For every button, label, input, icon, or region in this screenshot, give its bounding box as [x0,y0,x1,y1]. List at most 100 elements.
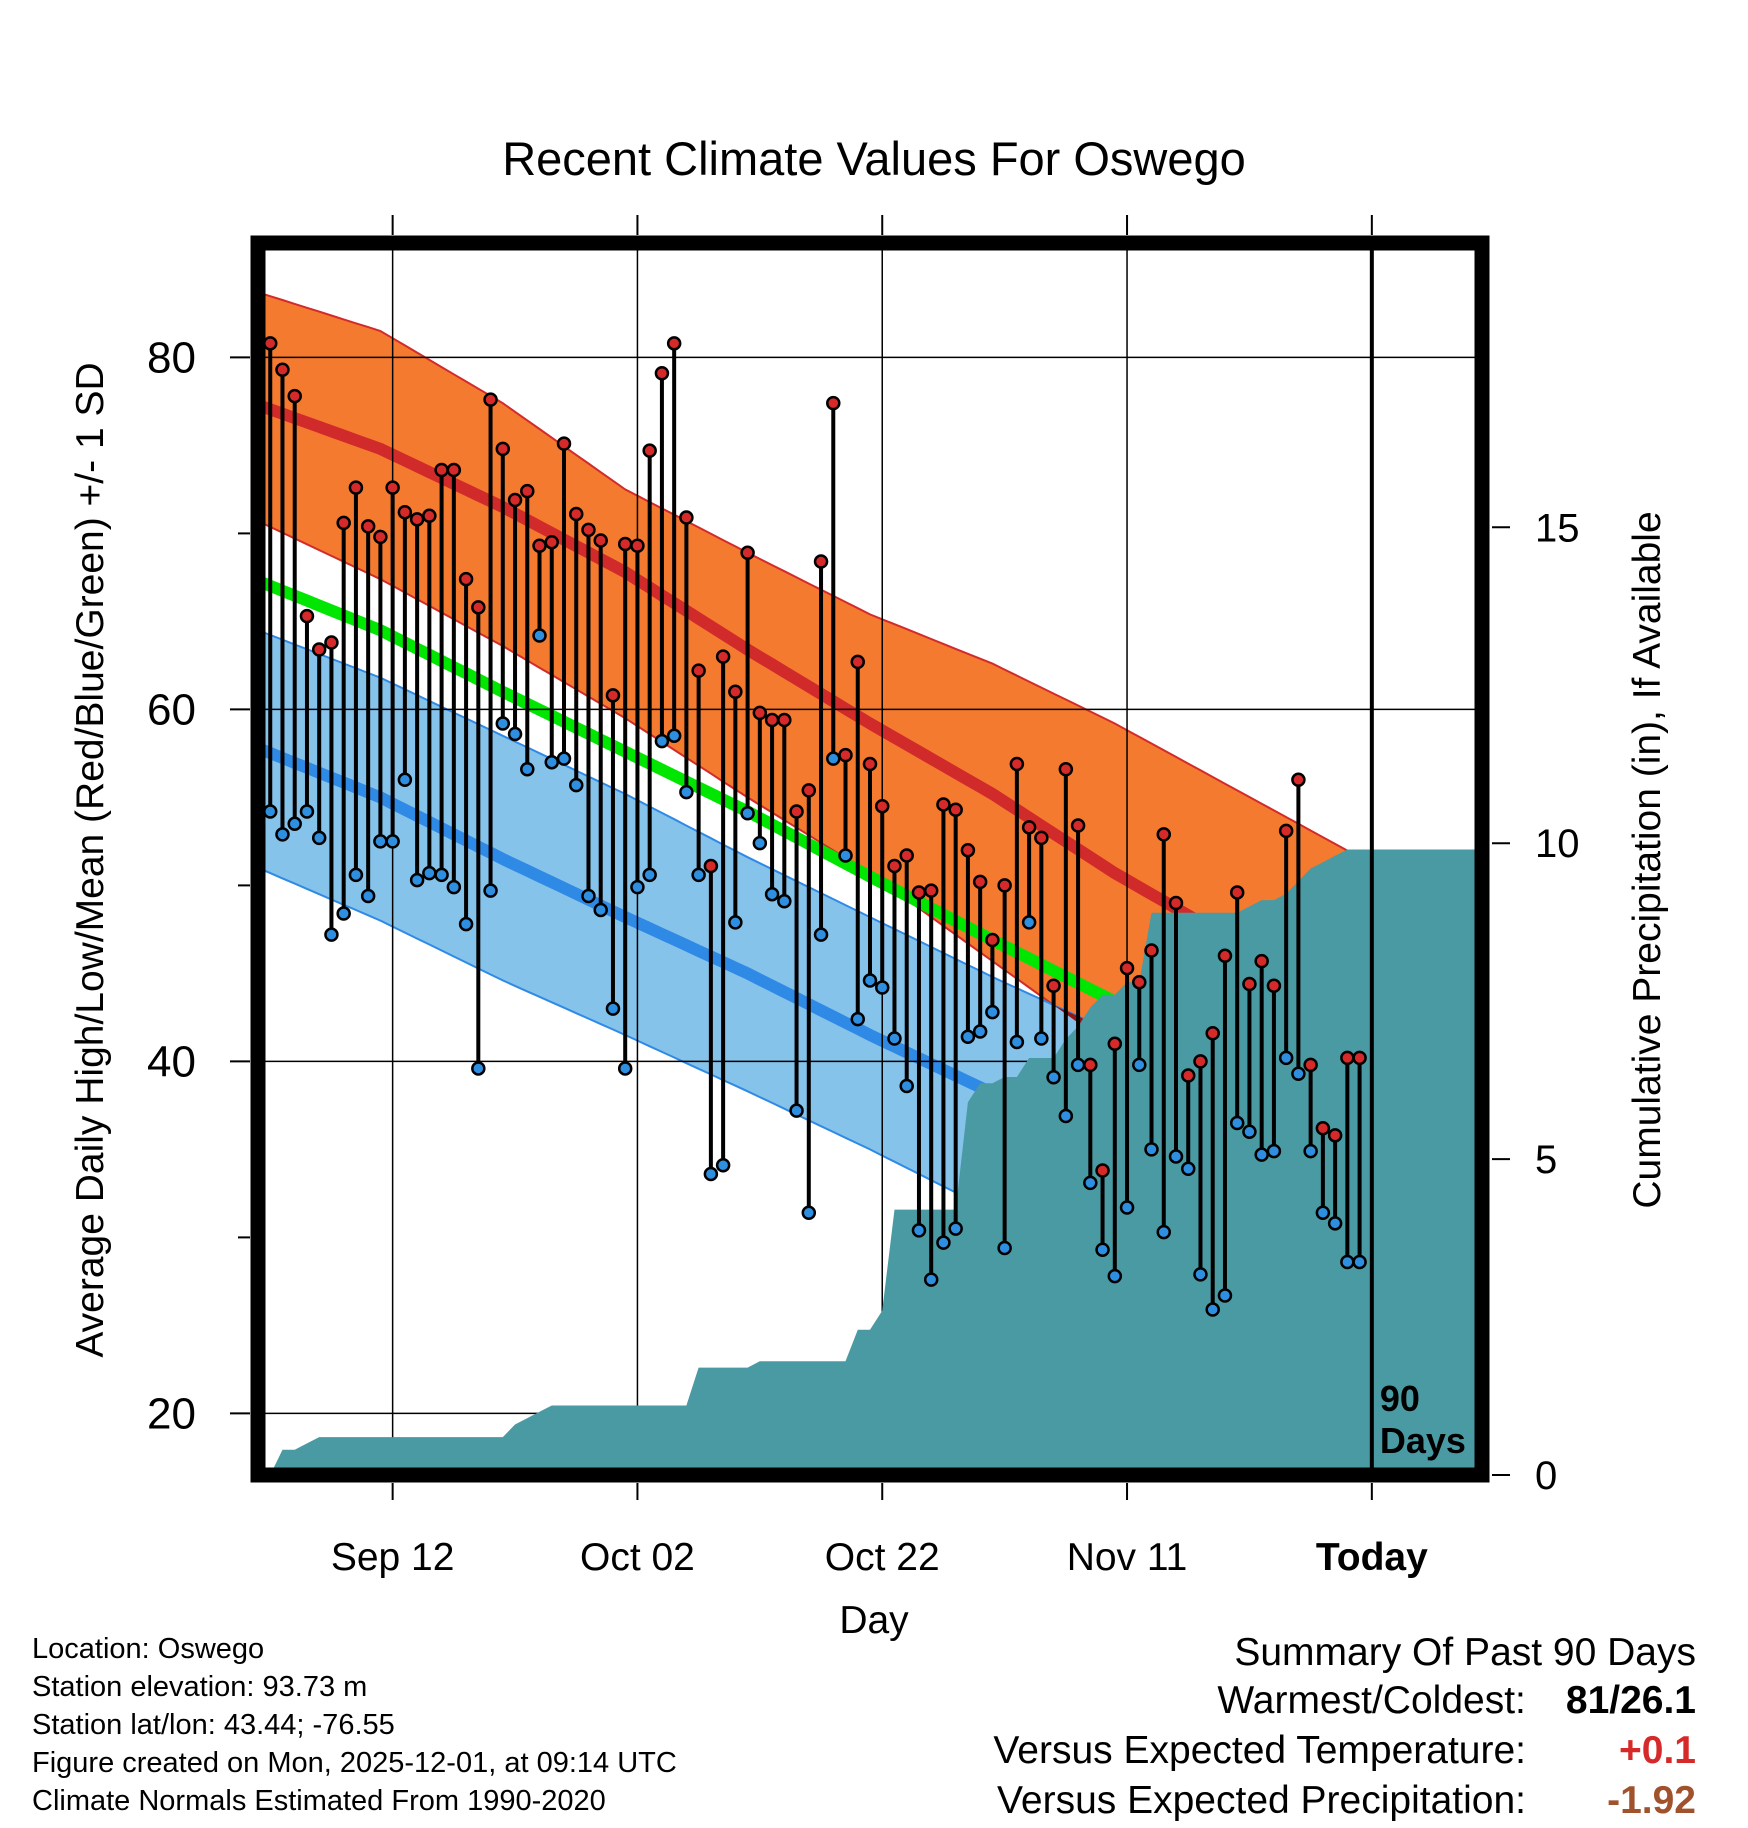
high-point [972,874,988,890]
low-point [1156,1224,1172,1240]
low-point [1278,1050,1294,1066]
low-point [1205,1302,1220,1317]
daily-observations [250,336,1367,1317]
low-point [287,816,302,832]
high-point [679,510,694,525]
low-point [532,628,547,643]
high-point [630,538,645,553]
low-point [642,867,657,883]
low-point [630,879,645,895]
high-point [801,783,817,798]
high-point [311,642,327,657]
high-point [1144,943,1159,958]
high-point [409,512,425,527]
low-point [1315,1205,1331,1221]
low-point [605,1001,621,1016]
low-point [985,1004,1000,1020]
high-point [397,505,413,520]
warmest-coldest-label: Warmest/Coldest: [1217,1679,1526,1722]
high-point [813,554,829,569]
high-point [666,336,682,351]
low-point [471,1061,486,1076]
high-point [923,883,939,898]
high-point [1229,885,1245,900]
high-point [1021,820,1037,835]
summary-row-precip: Versus Expected Precipitation: -1.92 [993,1776,1696,1826]
chart-title: Recent Climate Values For Oswego [502,132,1246,185]
high-point [1327,1128,1343,1143]
low-point [262,804,278,819]
high-point [777,712,792,728]
warmest-coldest-value: 81/26.1 [1565,1679,1696,1722]
high-point [348,480,364,495]
low-point [1340,1254,1355,1270]
high-point [556,436,572,451]
low-point [1193,1267,1208,1282]
high-point [691,663,706,678]
low-point [948,1221,963,1236]
low-point [409,872,425,888]
low-point [728,915,743,930]
high-point [1156,827,1172,842]
high-point [581,522,596,538]
high-point [324,635,339,650]
low-point [740,805,755,821]
high-point [1009,756,1025,772]
high-point [764,712,780,728]
high-point [887,858,902,874]
low-point [1034,1031,1049,1046]
location-text: Location: Oswego [32,1633,265,1665]
y-axis-right-label: Cumulative Precipitation (in), If Availa… [1626,511,1669,1208]
high-point [1205,1025,1220,1041]
y-right-tick-label: 5 [1535,1138,1557,1182]
elevation-text: Station elevation: 93.73 m [32,1671,368,1703]
axes: Sep 12 Oct 02 Oct 22 Nov 11 Today 20 40 60 80 0 5 1… [147,215,1580,1579]
high-point [997,878,1012,893]
low-point [1046,1069,1061,1085]
high-point [850,654,866,670]
y-left-tick-label: 40 [147,1037,196,1086]
low-point [936,1235,951,1250]
low-point [556,751,572,766]
high-point [495,441,511,457]
high-point [385,480,400,495]
low-point [826,751,841,766]
high-point [1180,1068,1196,1083]
low-point [1168,1149,1184,1164]
low-point [703,1166,719,1182]
y-left-tick-label: 60 [147,685,196,734]
low-point [887,1031,902,1046]
high-point [1352,1050,1367,1066]
high-point [1340,1050,1355,1066]
temp-anomaly-label: Versus Expected Temperature: [993,1729,1526,1772]
low-point [752,835,768,851]
high-point [948,802,963,817]
low-point [911,1223,927,1238]
high-point [1119,960,1135,976]
low-point [507,726,523,742]
low-point [336,906,351,921]
low-point [997,1240,1012,1256]
high-point [1315,1121,1331,1136]
low-point [923,1272,939,1287]
x-tick-label: Nov 11 [1067,1536,1188,1579]
high-point [1266,978,1282,993]
low-point [446,879,462,895]
high-point [568,506,584,522]
low-point [874,980,890,995]
low-point [483,883,498,898]
high-point [532,538,547,553]
low-point [691,867,706,883]
high-point [458,571,474,587]
low-point [581,888,596,904]
high-point [1058,761,1074,777]
low-point [715,1157,731,1173]
low-point [764,886,780,902]
low-point [789,1103,804,1118]
low-point [311,830,327,846]
low-point [360,888,376,904]
low-point [568,777,584,793]
high-point [262,336,278,351]
